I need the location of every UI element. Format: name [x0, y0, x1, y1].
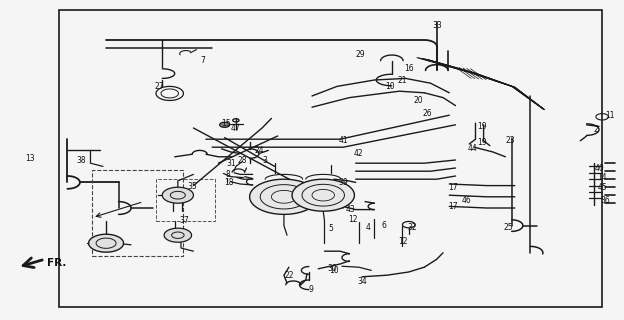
Text: 11: 11 — [605, 111, 615, 120]
Bar — [156, 179, 215, 221]
Text: 33: 33 — [432, 21, 442, 30]
Text: 12: 12 — [348, 215, 358, 224]
Text: 27: 27 — [154, 82, 164, 91]
Text: 3: 3 — [263, 156, 268, 164]
Text: 10: 10 — [385, 82, 395, 91]
Bar — [59, 10, 602, 307]
Text: 6: 6 — [381, 221, 386, 230]
Text: 23: 23 — [505, 136, 515, 145]
Text: 40: 40 — [594, 164, 604, 172]
Polygon shape — [156, 86, 183, 100]
Text: 20: 20 — [413, 96, 423, 105]
Text: 22: 22 — [284, 271, 294, 280]
Text: 17: 17 — [448, 202, 458, 211]
Polygon shape — [250, 179, 318, 214]
Text: 25: 25 — [504, 223, 514, 232]
Text: 38: 38 — [76, 156, 86, 164]
Bar — [92, 170, 183, 256]
Text: 15: 15 — [221, 119, 231, 128]
Text: 5: 5 — [328, 224, 333, 233]
Polygon shape — [164, 228, 192, 242]
Text: 30: 30 — [327, 264, 337, 273]
Text: 35: 35 — [187, 182, 197, 191]
Text: 2: 2 — [593, 125, 598, 134]
Text: 34: 34 — [357, 277, 367, 286]
Text: 4: 4 — [366, 223, 371, 232]
Text: 47: 47 — [230, 124, 240, 132]
Text: 18: 18 — [224, 178, 234, 187]
Text: 32: 32 — [407, 223, 417, 232]
Text: 16: 16 — [404, 64, 414, 73]
Text: 37: 37 — [179, 216, 189, 225]
Text: 24: 24 — [254, 146, 264, 155]
Polygon shape — [89, 234, 124, 252]
Text: 29: 29 — [356, 50, 366, 59]
Text: 42: 42 — [353, 149, 363, 158]
Text: 31: 31 — [226, 159, 236, 168]
Text: 46: 46 — [462, 196, 472, 204]
Text: 19: 19 — [477, 122, 487, 131]
Text: 14: 14 — [597, 173, 607, 182]
Text: 13: 13 — [25, 154, 35, 163]
Text: 39: 39 — [338, 178, 348, 187]
Text: 45: 45 — [597, 183, 607, 192]
Text: 8: 8 — [225, 170, 230, 179]
Polygon shape — [162, 187, 193, 203]
Text: 44: 44 — [468, 144, 478, 153]
Text: 17: 17 — [448, 183, 458, 192]
Text: 7: 7 — [200, 56, 205, 65]
Text: 9: 9 — [308, 285, 313, 294]
Text: 43: 43 — [346, 205, 356, 214]
Text: 12: 12 — [397, 237, 407, 246]
Text: 10: 10 — [329, 266, 339, 275]
Polygon shape — [292, 179, 354, 211]
Text: 26: 26 — [422, 109, 432, 118]
Text: 19: 19 — [477, 138, 487, 147]
Polygon shape — [220, 122, 230, 127]
Text: 21: 21 — [397, 76, 407, 84]
Text: FR.: FR. — [47, 258, 66, 268]
Text: 28: 28 — [237, 156, 247, 164]
Text: 41: 41 — [338, 136, 348, 145]
Text: 36: 36 — [600, 196, 610, 204]
